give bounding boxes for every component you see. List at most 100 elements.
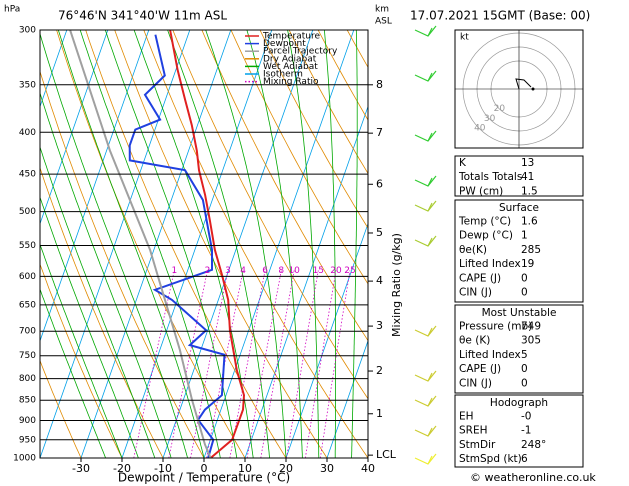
mixing-ratio-line [168, 270, 208, 458]
legend-label: Isotherm [263, 70, 303, 80]
dry-adiabat [230, 30, 368, 285]
isotherm [203, 30, 355, 458]
table-value: 305 [521, 335, 541, 347]
wind-barb [414, 370, 437, 382]
isotherm [285, 222, 368, 458]
y-tick-label: 950 [19, 435, 36, 445]
table-value: 749 [521, 321, 541, 333]
y-tick-label: 700 [19, 327, 36, 337]
table-box [454, 155, 584, 197]
legend-label: Dewpoint [263, 39, 306, 49]
wind-barb [414, 453, 437, 465]
dry-adiabat [40, 70, 205, 458]
hodograph-ring-label: 20 [494, 104, 506, 114]
height-tick-label: 1 [376, 407, 383, 420]
table-value: 0 [521, 377, 528, 389]
legend-label: Parcel Trajectory [263, 47, 338, 57]
dry-adiabat [40, 359, 82, 458]
y-tick-label: 900 [19, 416, 36, 426]
table-label: K [459, 157, 467, 169]
hodograph-ring-label: 40 [474, 124, 486, 134]
mixing-ratio-label: 25 [344, 266, 355, 276]
legend-label: Dry Adiabat [263, 54, 317, 64]
mixing-ratio-label: 1 [171, 266, 177, 276]
y-tick-label: 650 [19, 300, 36, 310]
isotherm [244, 105, 368, 458]
height-tick-label: 8 [376, 78, 383, 91]
chart-subtitle: 17.07.2021 15GMT (Base: 00) [410, 9, 590, 23]
mixing-ratio-line [133, 270, 175, 458]
dry-adiabat [56, 30, 246, 458]
mixing-ratio-line [190, 270, 229, 458]
x-tick-label: 20 [279, 462, 293, 475]
chart-title: 76°46'N 341°40'W 11m ASL [58, 9, 227, 23]
y-tick-label: 350 [19, 80, 36, 90]
table-label: Totals Totals [458, 171, 522, 183]
x-tick-label: 10 [238, 462, 252, 475]
mixing-ratio-line [260, 270, 295, 458]
table-box [454, 394, 584, 468]
mixing-ratio-label: 8 [278, 266, 284, 276]
wind-barb [414, 395, 437, 407]
dry-adiabat [376, 30, 629, 458]
x-tick-label: -10 [154, 462, 172, 475]
table-label: θe (K) [459, 335, 490, 347]
mixing-axis-title: Mixing Ratio (g/kg) [390, 233, 403, 337]
table-label: CIN (J) [459, 377, 492, 389]
height-tick-label: LCL [376, 448, 397, 461]
table-value: 19 [521, 258, 534, 270]
y2-unit-sub: ASL [375, 17, 392, 27]
y-unit: hPa [4, 5, 20, 15]
wet-adiabat [367, 447, 368, 458]
height-tick-label: 5 [376, 226, 383, 239]
y2-unit: km [375, 5, 389, 15]
storm-motion [531, 87, 535, 91]
table-label: CAPE (J) [459, 272, 501, 284]
table-label: Lifted Index [459, 349, 521, 361]
table-value: 1 [521, 230, 528, 242]
table-value: 13 [521, 157, 534, 169]
hodograph-ring-label: 30 [484, 114, 496, 124]
x-tick-label: 30 [320, 462, 334, 475]
wind-barb [414, 175, 437, 187]
table-label: SREH [459, 425, 488, 437]
height-tick-label: 6 [376, 177, 383, 190]
mixing-ratio-line [305, 270, 337, 458]
isotherm [80, 30, 232, 458]
mixing-ratio-label: 10 [288, 266, 300, 276]
table-box [454, 199, 584, 303]
wet-adiabat [40, 32, 188, 458]
mixing-ratio-label: 3 [225, 266, 231, 276]
x-tick-label: -20 [113, 462, 131, 475]
x-tick-label: 0 [201, 462, 208, 475]
y-tick-label: 600 [19, 272, 36, 282]
table-value: 1.5 [521, 185, 538, 197]
table-value: 6 [521, 453, 528, 465]
table-value: 0 [521, 363, 528, 375]
wind-barb [414, 325, 437, 337]
wind-barb [414, 25, 437, 37]
mixing-ratio-line [286, 270, 319, 458]
table-label: PW (cm) [459, 185, 503, 197]
mixing-ratio-line [319, 270, 351, 458]
x-axis-title: Dewpoint / Temperature (°C) [118, 471, 290, 485]
table-value: 1.6 [521, 216, 538, 228]
table-label: θe(K) [459, 244, 487, 256]
table-value: 248° [521, 439, 546, 451]
wind-barb [414, 70, 437, 82]
table-label: CIN (J) [459, 287, 492, 299]
height-tick-label: 2 [376, 364, 383, 377]
height-tick-label: 3 [376, 319, 383, 332]
table-value: 41 [521, 171, 534, 183]
mixing-ratio-label: 2 [205, 266, 211, 276]
y-tick-label: 800 [19, 374, 36, 384]
isotherm [162, 30, 314, 458]
legend-label: Mixing Ratio [263, 77, 319, 87]
wind-barb [414, 130, 437, 142]
mixing-ratio-line [206, 270, 244, 458]
table-box [454, 304, 584, 394]
table-label: StmSpd (kt) [459, 453, 522, 465]
y-tick-label: 750 [19, 351, 36, 361]
wet-adiabat [351, 30, 358, 458]
